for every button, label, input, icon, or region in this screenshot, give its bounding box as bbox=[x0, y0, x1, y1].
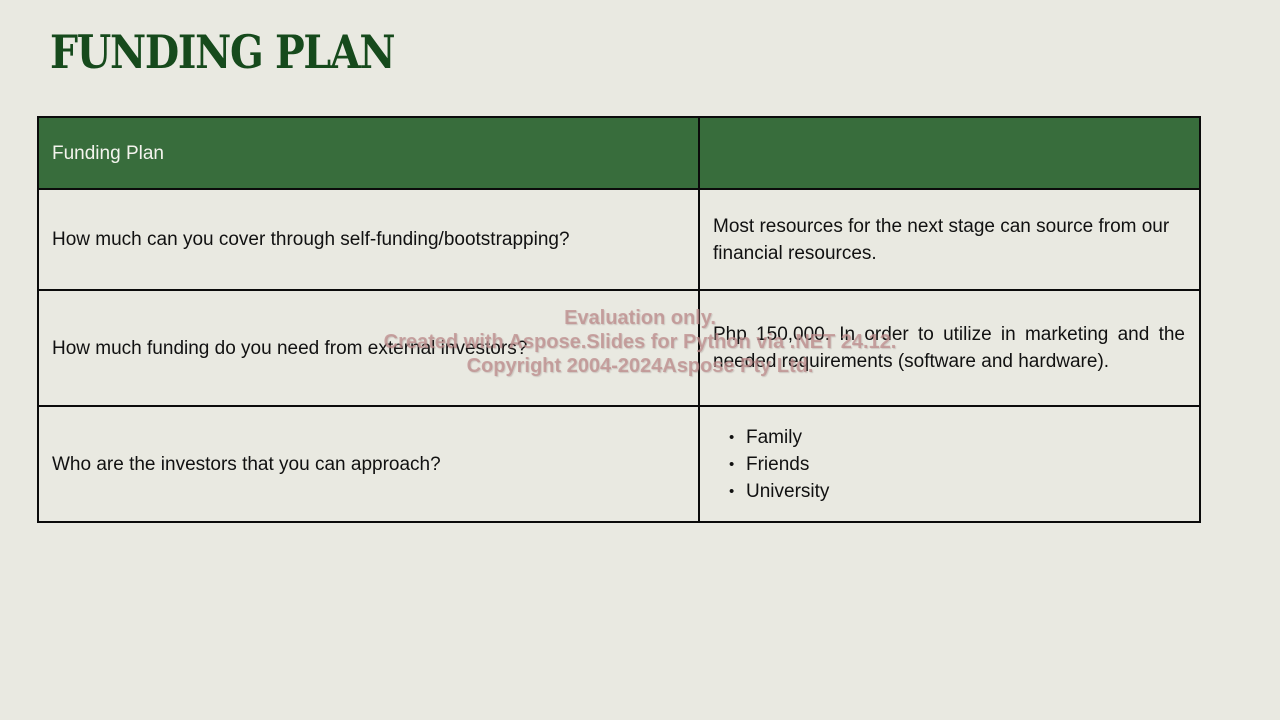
table-header-cell-empty bbox=[698, 116, 1201, 190]
table-row: How much can you cover through self-fund… bbox=[37, 188, 1201, 291]
table-header-cell-label: Funding Plan bbox=[37, 116, 700, 190]
table-header-row: Funding Plan bbox=[37, 116, 1201, 190]
question-cell: How much funding do you need from extern… bbox=[37, 289, 700, 407]
funding-plan-table: Funding Plan How much can you cover thro… bbox=[37, 116, 1201, 523]
answer-cell: Family Friends University bbox=[698, 405, 1201, 523]
table-row: Who are the investors that you can appro… bbox=[37, 405, 1201, 523]
answer-cell: Php 150,000. In order to utilize in mark… bbox=[698, 289, 1201, 407]
list-item: Family bbox=[729, 424, 1185, 451]
slide-title: FUNDING PLAN bbox=[50, 25, 396, 79]
question-cell: Who are the investors that you can appro… bbox=[37, 405, 700, 523]
investor-list: Family Friends University bbox=[713, 424, 1185, 505]
answer-cell: Most resources for the next stage can so… bbox=[698, 188, 1201, 291]
list-item: University bbox=[729, 478, 1185, 505]
table-row: How much funding do you need from extern… bbox=[37, 289, 1201, 407]
question-cell: How much can you cover through self-fund… bbox=[37, 188, 700, 291]
list-item: Friends bbox=[729, 451, 1185, 478]
